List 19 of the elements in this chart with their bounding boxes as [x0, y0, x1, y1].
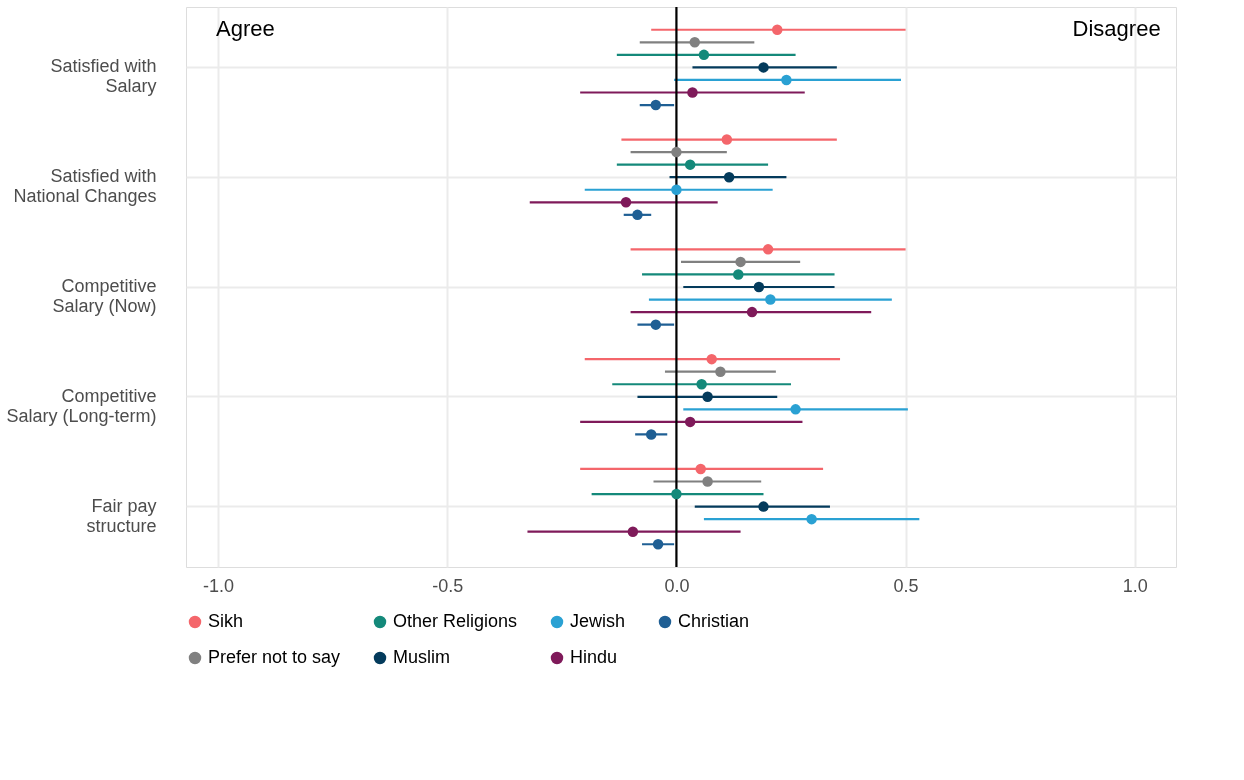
- x-tick-label: 0.0: [664, 575, 690, 596]
- legend-label: Hindu: [570, 647, 618, 667]
- legend-label: Christian: [678, 611, 750, 631]
- legend-label: Other Religions: [393, 611, 518, 631]
- x-tick-label: 0.5: [893, 575, 919, 596]
- y-tick-label: Competitive Salary (Long-term): [6, 385, 157, 426]
- y-tick-label: Fair pay structure: [86, 495, 157, 536]
- y-tick-label: Competitive Salary (Now): [52, 276, 157, 316]
- x-tick-label: -1.0: [203, 575, 235, 596]
- legend-label: Prefer not to say: [208, 647, 341, 667]
- annotation: Disagree: [1072, 16, 1161, 41]
- annotation: Agree: [216, 16, 275, 41]
- y-tick-label: Satisfied with Salary: [50, 56, 157, 97]
- y-tick-label: Satisfied with National Changes: [13, 166, 157, 207]
- legend-label: Sikh: [208, 611, 244, 631]
- legend-label: Jewish: [570, 611, 626, 631]
- x-tick-label: 1.0: [1122, 575, 1148, 596]
- x-tick-label: -0.5: [432, 575, 464, 596]
- legend-label: Muslim: [393, 647, 450, 667]
